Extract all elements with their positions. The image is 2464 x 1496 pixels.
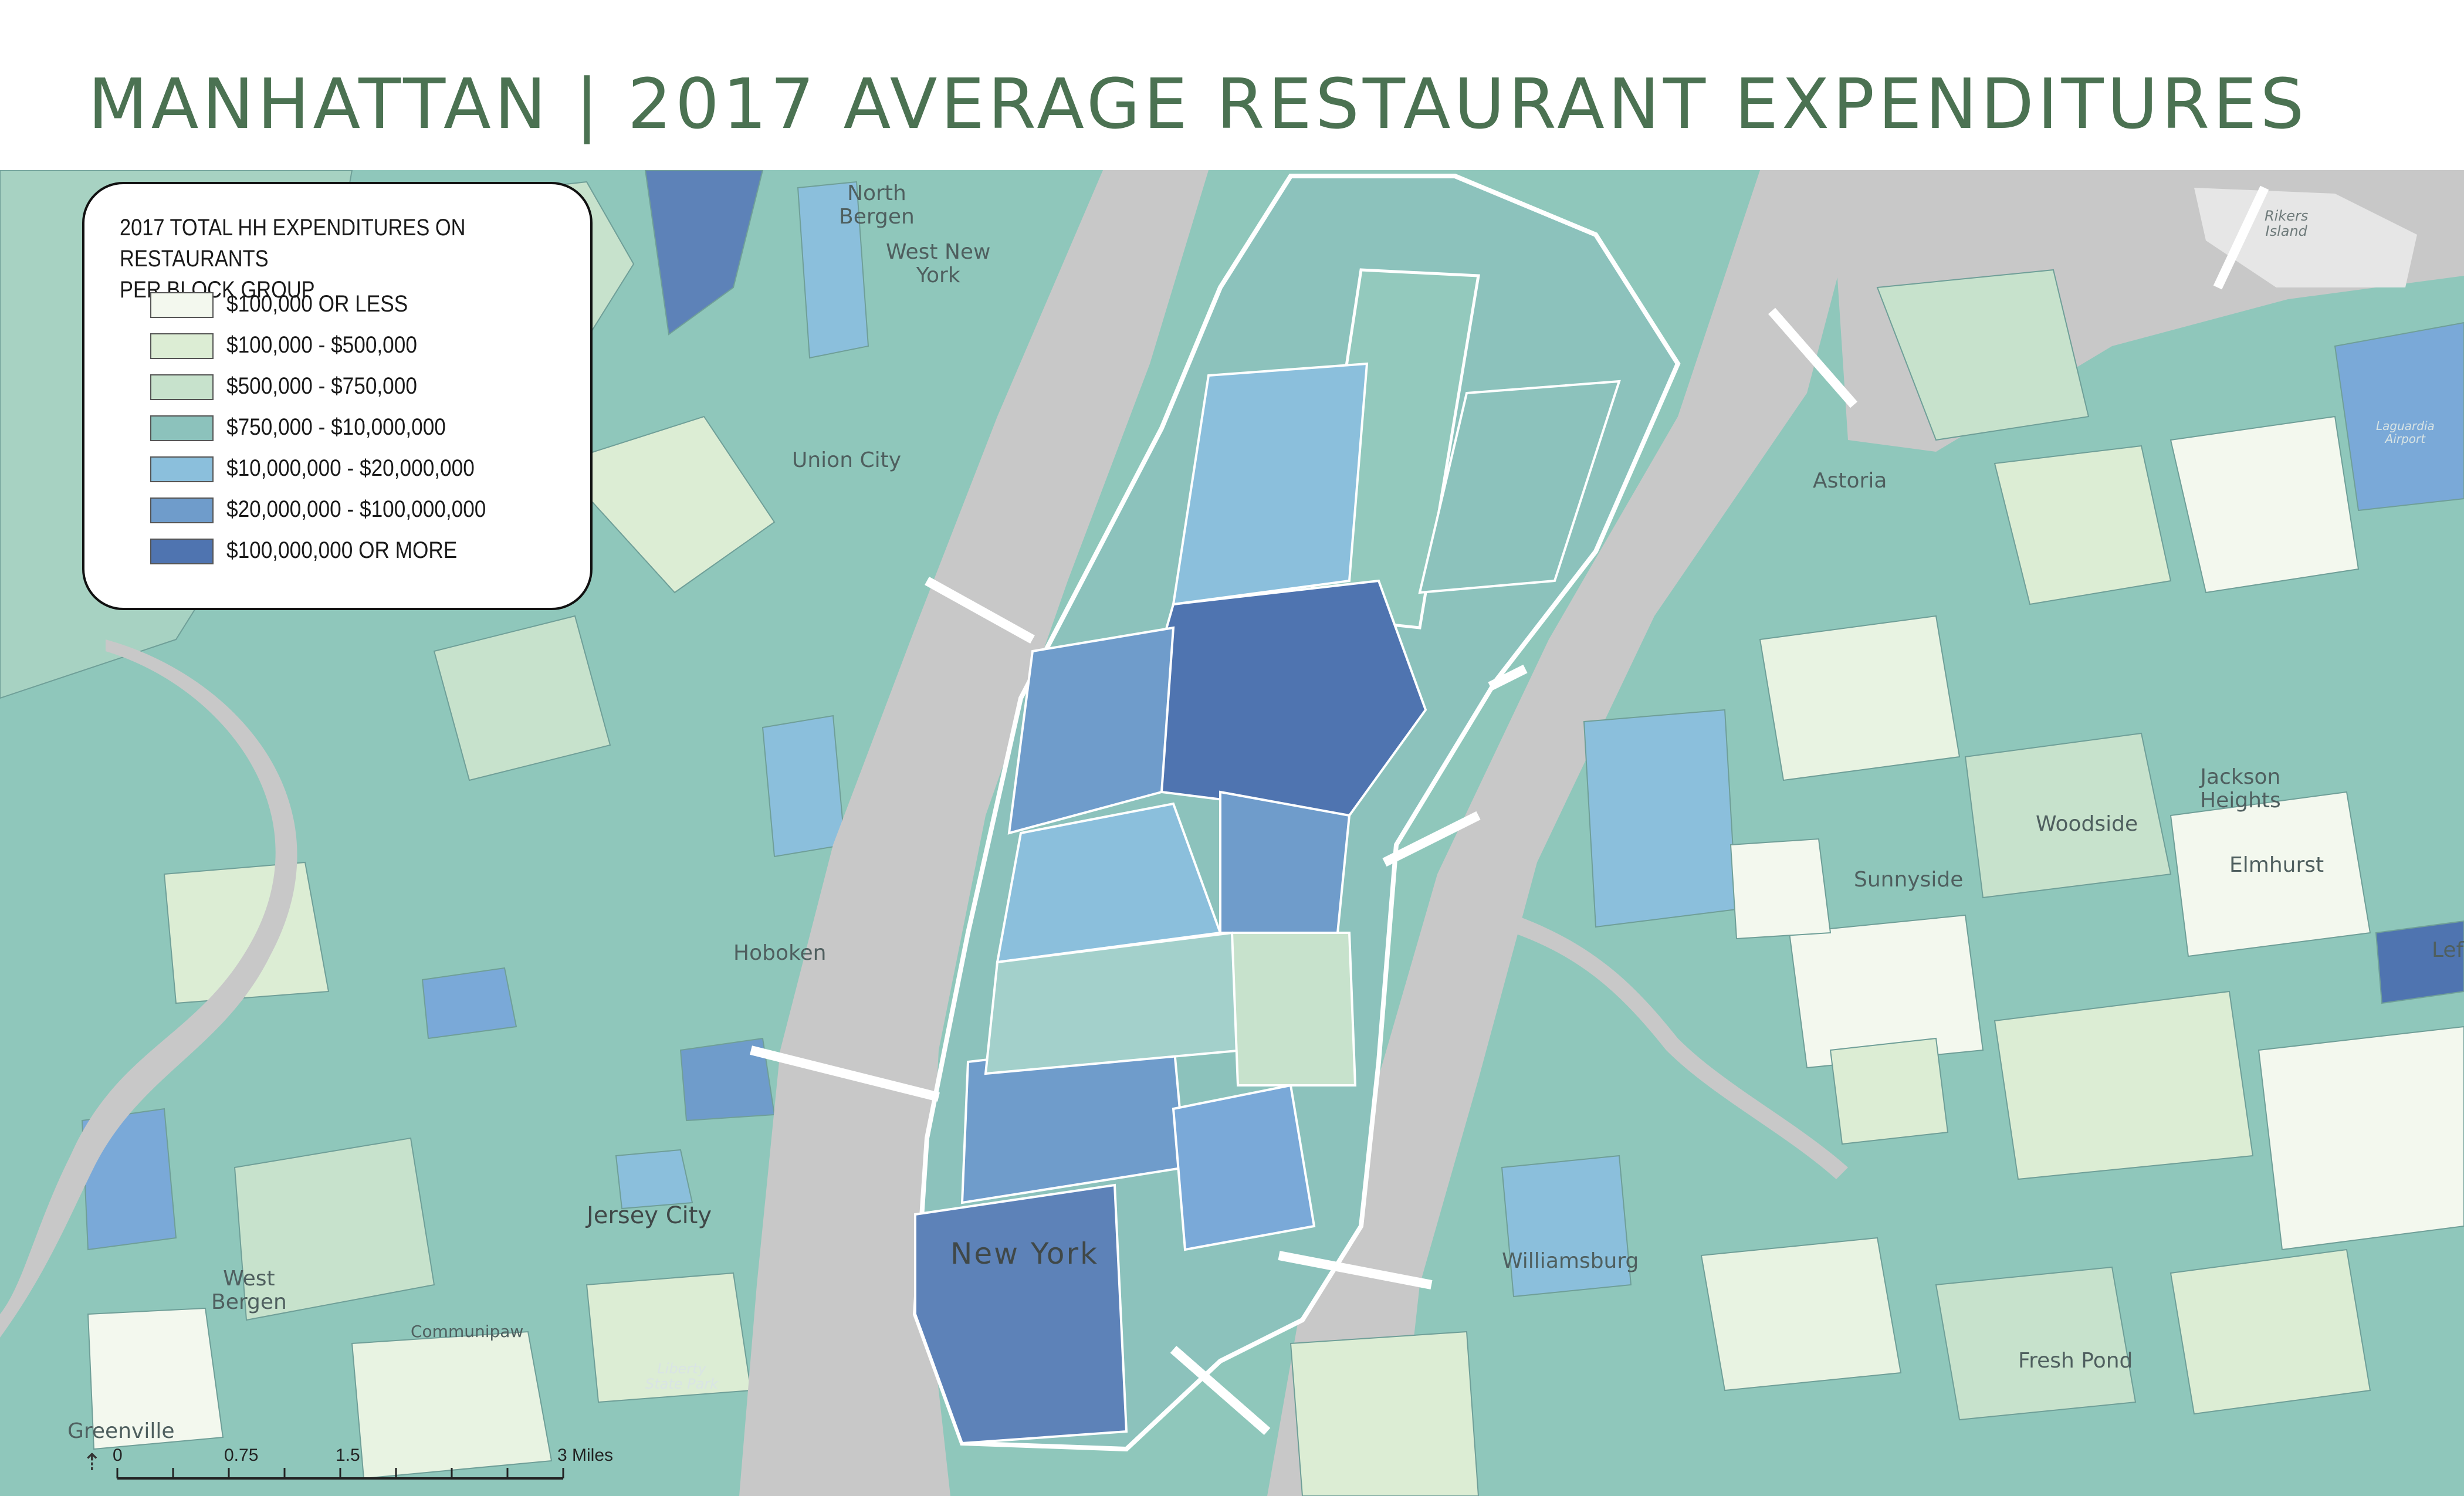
legend-swatch bbox=[150, 497, 214, 523]
legend-item: $750,000 - $10,000,000 bbox=[150, 413, 561, 444]
manhattan-high-spend bbox=[914, 362, 1621, 1445]
bridges bbox=[750, 185, 2269, 1436]
legend-swatch bbox=[150, 539, 214, 564]
label-sunnyside: Sunnyside bbox=[1854, 868, 1964, 892]
scale-label: 3 Miles bbox=[557, 1446, 614, 1465]
label-elmhurst: Elmhurst bbox=[2229, 853, 2324, 877]
legend-label: $100,000 OR LESS bbox=[226, 291, 408, 317]
label-jersey-city: Jersey City bbox=[587, 1202, 712, 1229]
label-rikers-island: Rikers Island bbox=[2265, 208, 2309, 240]
scale-label: 0.75 bbox=[224, 1446, 259, 1465]
legend-label: $20,000,000 - $100,000,000 bbox=[226, 496, 486, 522]
label-north-bergen: North Bergen bbox=[839, 181, 915, 229]
legend-label: $750,000 - $10,000,000 bbox=[226, 414, 446, 440]
label-new-york: New York bbox=[950, 1237, 1099, 1271]
legend-item: $20,000,000 - $100,000,000 bbox=[150, 495, 561, 526]
map-legend: 2017 TOTAL HH EXPENDITURES ON RESTAURANT… bbox=[82, 182, 593, 610]
label-jackson-heights: Jackson Heights bbox=[2200, 765, 2281, 813]
legend-swatch bbox=[150, 415, 214, 441]
label-hoboken: Hoboken bbox=[733, 941, 827, 965]
map-title: MANHATTAN | 2017 AVERAGE RESTAURANT EXPE… bbox=[88, 63, 2308, 144]
legend-swatch bbox=[150, 456, 214, 482]
legend-item: $100,000,000 OR MORE bbox=[150, 536, 561, 567]
label-west-bergen: West Bergen bbox=[211, 1267, 287, 1314]
title-bar: MANHATTAN | 2017 AVERAGE RESTAURANT EXPE… bbox=[0, 0, 2464, 170]
legend-swatch bbox=[150, 292, 214, 318]
scale-bar-graphic bbox=[116, 1468, 564, 1480]
label-astoria: Astoria bbox=[1813, 469, 1887, 493]
hudson-river bbox=[739, 170, 1209, 1496]
legend-label: $100,000 - $500,000 bbox=[226, 332, 417, 358]
label-fresh-pond: Fresh Pond bbox=[2018, 1349, 2133, 1373]
legend-swatch bbox=[150, 374, 214, 400]
legend-item: $100,000 - $500,000 bbox=[150, 331, 561, 361]
east-river bbox=[1267, 170, 1866, 1496]
map-canvas[interactable]: North Bergen West New York Union City Ho… bbox=[0, 170, 2464, 1496]
legend-label: $100,000,000 OR MORE bbox=[226, 537, 458, 563]
label-williamsburg: Williamsburg bbox=[1502, 1249, 1639, 1273]
label-laguardia-airport: Laguardia Airport bbox=[2376, 419, 2435, 446]
legend-item: $100,000 OR LESS bbox=[150, 290, 561, 320]
legend-item: $500,000 - $750,000 bbox=[150, 372, 561, 402]
legend-swatch bbox=[150, 333, 214, 359]
north-arrow-icon: ⇡ bbox=[82, 1450, 102, 1475]
scale-bar: 0 0.75 1.5 3 Miles bbox=[82, 1431, 613, 1490]
label-greenville: Greenville bbox=[67, 1419, 175, 1443]
label-woodside: Woodside bbox=[2036, 812, 2138, 836]
queens-block-groups bbox=[1289, 269, 2464, 1496]
scale-label: 0 bbox=[113, 1446, 123, 1465]
label-liberty-state-park: Liberty State Park bbox=[645, 1360, 719, 1393]
label-union-city: Union City bbox=[792, 448, 902, 472]
legend-label: $500,000 - $750,000 bbox=[226, 373, 417, 399]
label-lef: Lef bbox=[2432, 938, 2464, 962]
legend-label: $10,000,000 - $20,000,000 bbox=[226, 455, 475, 481]
label-west-new-york: West New York bbox=[886, 240, 991, 287]
scale-label: 1.5 bbox=[336, 1446, 360, 1465]
legend-item: $10,000,000 - $20,000,000 bbox=[150, 454, 561, 485]
legend-title-line1: 2017 TOTAL HH EXPENDITURES ON RESTAURANT… bbox=[120, 215, 466, 272]
label-communipaw: Communipaw bbox=[411, 1322, 524, 1341]
